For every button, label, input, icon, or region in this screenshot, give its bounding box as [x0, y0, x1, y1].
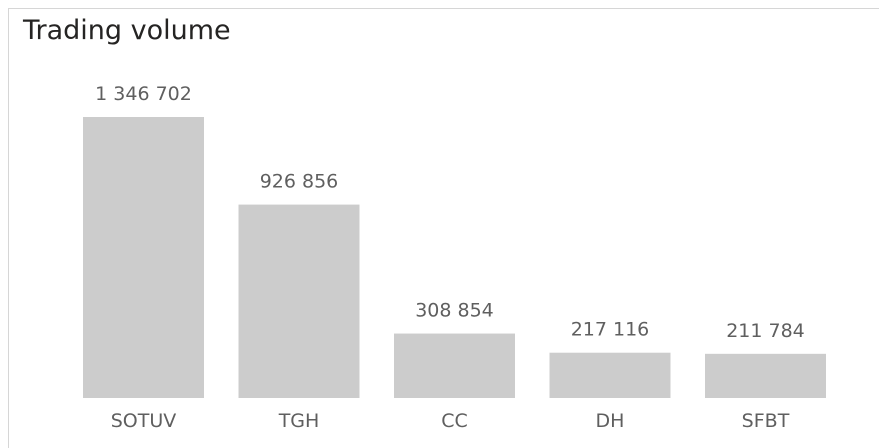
data-label: 308 854 [415, 300, 494, 322]
bar-cc[interactable] [394, 333, 515, 398]
category-tick-label: TGH [278, 410, 320, 432]
category-tick-label: CC [441, 410, 468, 432]
chart-title: Trading volume [23, 15, 231, 46]
bar-tgh[interactable] [238, 204, 360, 398]
category-tick-label: SOTUV [111, 410, 177, 432]
data-label: 926 856 [260, 171, 339, 193]
category-tick-label: DH [596, 410, 625, 432]
bar-sotuv[interactable] [83, 117, 204, 398]
data-label: 211 784 [726, 320, 805, 342]
bar-sfbt[interactable] [705, 353, 826, 398]
category-tick-label: SFBT [742, 410, 790, 432]
bar-dh[interactable] [549, 352, 671, 398]
data-label: 1 346 702 [95, 83, 192, 105]
data-label: 217 116 [571, 319, 650, 341]
